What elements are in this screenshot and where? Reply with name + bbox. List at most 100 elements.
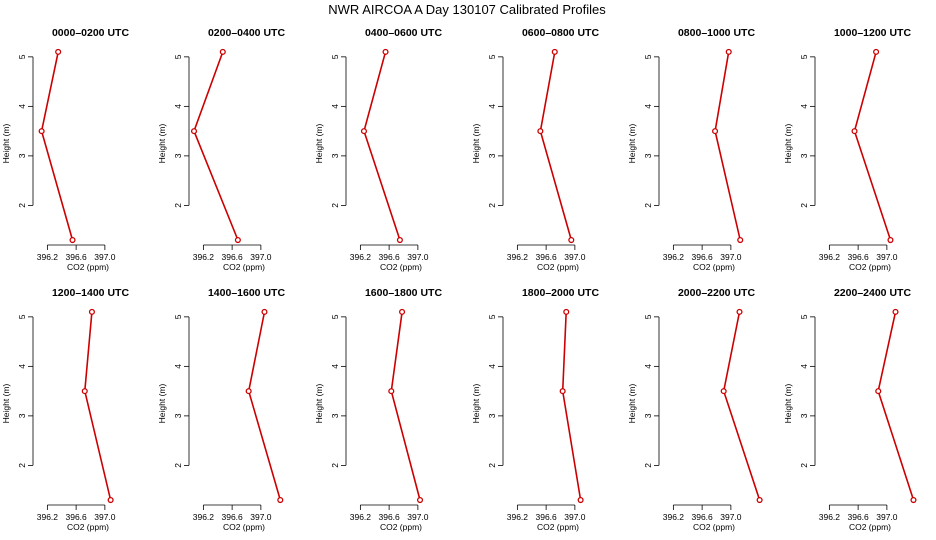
x-tick-label: 396.6: [65, 512, 87, 522]
x-tick-label: 397.0: [94, 252, 116, 262]
x-tick-label: 396.6: [221, 252, 243, 262]
x-tick-label: 396.2: [819, 252, 841, 262]
x-tick-label: 397.0: [407, 252, 429, 262]
x-axis-label: CO2 (ppm): [693, 262, 735, 272]
profile-line: [247, 311, 282, 501]
x-tick-label: 396.2: [350, 252, 372, 262]
x-tick-label: 397.0: [250, 512, 272, 522]
panel-title: 0200–0400 UTC: [208, 27, 285, 39]
x-tick-label: 397.0: [250, 252, 272, 262]
y-axis-label: Height (m): [1, 124, 11, 164]
y-tick-label: 2: [643, 203, 653, 208]
y-tick-label: 2: [173, 463, 183, 468]
y-tick-label: 5: [487, 54, 497, 59]
y-tick-label: 2: [487, 203, 497, 208]
x-tick-label: 396.6: [65, 252, 87, 262]
profile-point: [892, 308, 899, 315]
x-axis-label: CO2 (ppm): [380, 262, 422, 272]
x-axis-label: CO2 (ppm): [849, 262, 891, 272]
x-axis-label: CO2 (ppm): [849, 522, 891, 532]
profile-point: [388, 388, 395, 395]
y-tick-label: 5: [330, 54, 340, 59]
profile-point: [537, 128, 544, 135]
x-tick-label: 396.2: [37, 512, 59, 522]
profile-point: [245, 388, 252, 395]
profile-point: [190, 128, 198, 135]
y-axis-label: Height (m): [157, 384, 167, 424]
profile-point: [277, 496, 284, 504]
panel-title: 0400–0600 UTC: [365, 27, 442, 39]
y-tick-label: 2: [799, 463, 809, 468]
profile-point: [910, 496, 917, 504]
x-tick-label: 396.2: [507, 252, 529, 262]
y-tick-label: 4: [487, 104, 497, 109]
profile-point: [81, 388, 88, 395]
profile-point: [551, 48, 558, 55]
x-axis-label: CO2 (ppm): [67, 262, 109, 272]
profile-point: [382, 48, 389, 55]
profile-point: [55, 48, 62, 55]
profile-point: [756, 496, 763, 504]
y-tick-label: 4: [17, 364, 27, 369]
y-tick-label: 2: [330, 203, 340, 208]
y-tick-label: 2: [643, 463, 653, 468]
x-tick-label: 396.6: [691, 252, 713, 262]
y-tick-label: 4: [330, 104, 340, 109]
y-tick-label: 5: [17, 314, 27, 319]
y-axis-label: Height (m): [627, 124, 637, 164]
x-tick-label: 397.0: [876, 512, 898, 522]
x-tick-label: 396.2: [663, 252, 685, 262]
y-axis-label: Height (m): [157, 124, 167, 164]
y-tick-label: 3: [173, 153, 183, 158]
y-tick-label: 5: [643, 54, 653, 59]
y-tick-label: 5: [487, 314, 497, 319]
x-tick-label: 396.2: [350, 512, 372, 522]
profile-line: [539, 51, 573, 241]
profile-line: [193, 51, 239, 241]
profile-point: [559, 388, 566, 395]
x-tick-label: 397.0: [876, 252, 898, 262]
y-tick-label: 5: [173, 314, 183, 319]
x-tick-label: 396.2: [663, 512, 685, 522]
y-axis-label: Height (m): [471, 124, 481, 164]
x-tick-label: 397.0: [94, 512, 116, 522]
y-tick-label: 5: [643, 314, 653, 319]
profile-point: [107, 496, 114, 504]
profile-point: [234, 236, 241, 244]
profile-line: [561, 311, 582, 501]
profile-point: [577, 496, 584, 504]
profile-point: [360, 128, 368, 135]
profile-point: [568, 236, 575, 244]
profile-point: [261, 308, 268, 315]
panel-title: 2200–2400 UTC: [834, 287, 911, 299]
y-tick-label: 3: [17, 153, 27, 158]
y-tick-label: 3: [643, 413, 653, 418]
profile-point: [69, 236, 76, 244]
y-tick-label: 4: [799, 364, 809, 369]
y-axis-label: Height (m): [471, 384, 481, 424]
profile-point: [737, 236, 744, 244]
profile-point: [887, 236, 894, 244]
panel-title: 1400–1600 UTC: [208, 287, 285, 299]
y-tick-label: 5: [173, 54, 183, 59]
y-tick-label: 4: [643, 104, 653, 109]
y-tick-label: 4: [643, 364, 653, 369]
profile-line: [722, 311, 761, 501]
panel-title: 1600–1800 UTC: [365, 287, 442, 299]
y-axis-label: Height (m): [783, 124, 793, 164]
profile-point: [399, 308, 406, 315]
figure-title: NWR AIRCOA A Day 130107 Calibrated Profi…: [328, 2, 606, 17]
profile-point: [712, 128, 719, 135]
y-tick-label: 2: [173, 203, 183, 208]
profile-point: [725, 48, 732, 55]
profile-point: [563, 308, 570, 315]
